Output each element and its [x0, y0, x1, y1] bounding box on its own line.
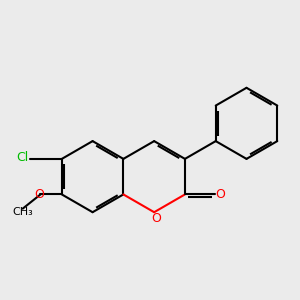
Text: O: O: [151, 212, 161, 225]
Text: CH₃: CH₃: [12, 207, 33, 217]
Text: O: O: [34, 188, 43, 201]
Text: O: O: [215, 188, 225, 201]
Text: Cl: Cl: [16, 151, 29, 164]
